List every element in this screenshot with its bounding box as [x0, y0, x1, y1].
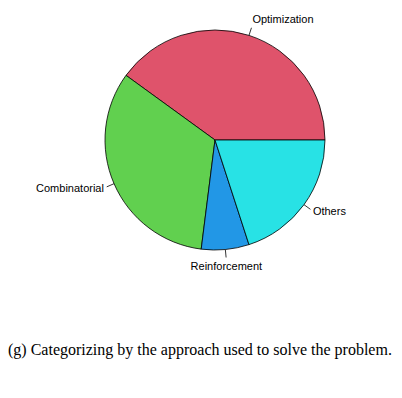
svg-text:Combinatorial: Combinatorial — [36, 182, 104, 194]
svg-text:Reinforcement: Reinforcement — [191, 260, 263, 272]
html-text:(g) Categorizing by the approa: (g) Categorizing by the approach used to… — [8, 341, 392, 358]
svg-text:Optimization: Optimization — [252, 13, 313, 25]
svg-text:Others: Others — [313, 205, 347, 217]
